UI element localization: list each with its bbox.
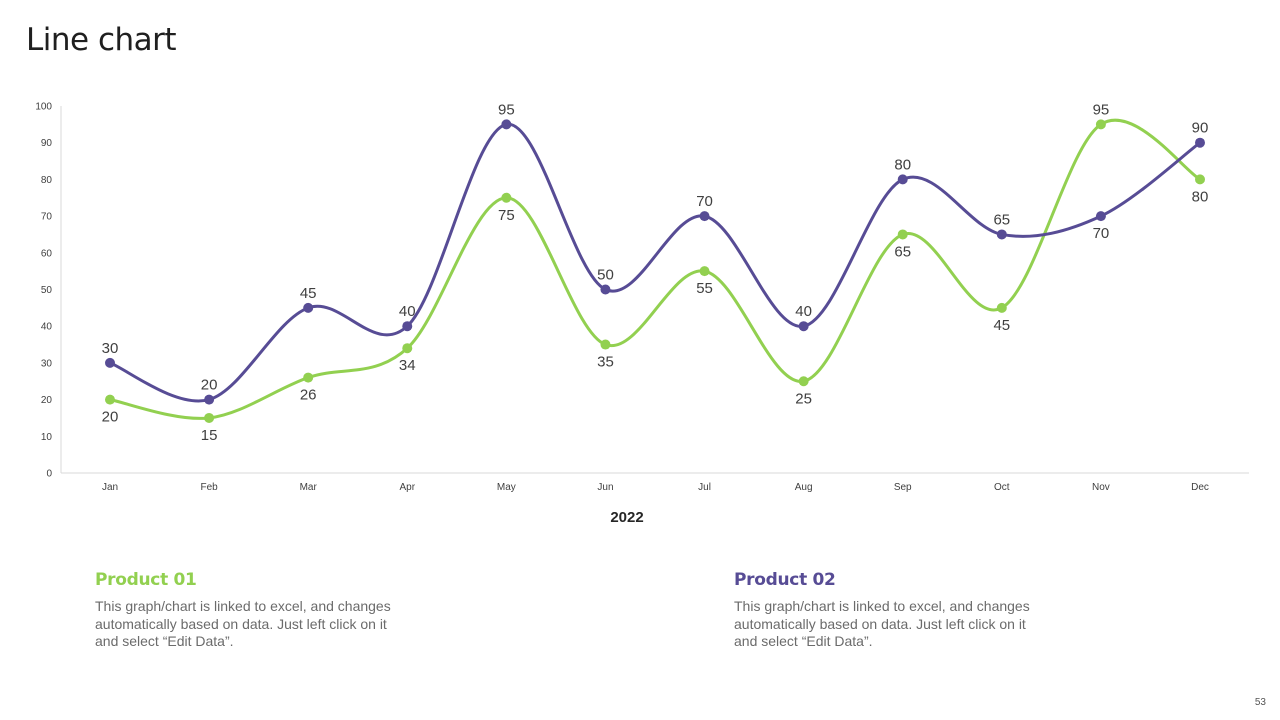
y-tick-label: 80 [41,175,53,186]
x-tick-label: Dec [1191,482,1209,493]
data-point-product-02 [501,119,512,130]
data-point-product-02 [1195,137,1205,148]
data-point-product-01 [699,266,710,277]
data-labels-layer: 20 15 26 34 75 35 55 25 65 45 95 80 30 20 45 40 95 50 70 40… [102,101,1209,444]
x-tick-label: Aug [795,482,813,493]
data-point-product-01 [501,192,512,203]
data-label-product-01: 80 [1192,188,1209,205]
data-point-product-01 [1195,174,1205,185]
data-label-product-01: 20 [102,409,119,426]
data-label-product-02: 70 [696,193,713,210]
y-tick-label: 60 [41,248,53,259]
data-point-product-02 [996,229,1007,240]
data-label-product-01: 65 [894,243,911,260]
data-label-product-02: 30 [102,340,119,357]
data-point-product-02 [303,302,314,313]
product-02-description: This graph/chart is linked to excel, and… [734,598,1030,649]
data-label-product-01: 95 [1093,101,1110,118]
x-tick-label: Nov [1092,482,1110,493]
product-01-title: Product 01 [95,570,197,590]
data-label-product-01: 15 [201,427,218,444]
data-point-product-01 [798,376,809,387]
data-label-product-01: 35 [597,354,614,371]
y-tick-label: 50 [41,285,53,296]
y-tick-label: 30 [41,358,53,369]
data-point-product-01 [105,394,115,405]
x-axis-ticks: Jan Feb Mar Apr May Jun Jul Aug Sep Oct Nov Dec [102,482,1209,493]
data-label-product-02: 95 [498,101,515,118]
product-02-title: Product 02 [734,570,836,590]
data-label-product-02: 80 [894,156,911,173]
y-tick-label: 70 [41,212,53,223]
data-label-product-02: 20 [201,377,218,394]
y-tick-label: 40 [41,322,53,333]
data-point-product-01 [996,302,1007,313]
x-axis-title: 2022 [610,509,643,526]
data-point-product-02 [204,394,215,405]
series-line-product-01 [108,118,1202,420]
x-tick-label: Oct [994,482,1010,493]
page-number: 53 [1254,697,1266,708]
data-point-product-01 [204,412,215,423]
data-label-product-01: 26 [300,387,317,404]
data-label-product-01: 75 [498,207,515,224]
product-02-card: Product 02 This graph/chart is linked to… [734,570,1034,651]
data-point-product-01 [897,229,908,240]
x-tick-label: Sep [894,482,912,493]
x-tick-label: Jul [698,482,711,493]
series-layer [108,118,1202,420]
data-point-product-01 [600,339,611,350]
y-tick-label: 0 [46,469,52,480]
data-point-product-01 [1095,119,1106,130]
x-tick-label: Feb [200,482,218,493]
x-tick-label: Apr [399,482,415,493]
page-title: Line chart [26,22,177,58]
product-01-card: Product 01 This graph/chart is linked to… [95,570,395,651]
y-tick-label: 100 [35,102,52,113]
data-label-product-02: 40 [795,303,812,320]
x-tick-label: Mar [300,482,318,493]
data-label-product-02: 90 [1192,120,1209,137]
line-chart: 0 10 20 30 40 50 60 70 80 90 100 Jan Feb Mar Apr May Ju… [35,101,1249,526]
y-tick-label: 20 [41,395,53,406]
data-label-product-02: 50 [597,267,614,284]
y-tick-label: 90 [41,138,53,149]
data-point-product-02 [600,284,611,295]
data-point-product-01 [303,372,314,383]
data-label-product-02: 70 [1093,225,1110,242]
data-point-product-02 [897,174,908,185]
x-tick-label: May [497,482,516,493]
product-01-description: This graph/chart is linked to excel, and… [95,598,391,649]
data-point-product-02 [105,357,115,368]
data-label-product-01: 34 [399,357,416,374]
series-line-product-02 [108,122,1202,403]
data-point-product-02 [699,211,710,222]
x-tick-label: Jun [597,482,613,493]
y-tick-label: 10 [41,432,53,443]
points-layer [105,119,1205,423]
data-point-product-02 [402,321,413,332]
data-point-product-01 [402,343,413,354]
data-label-product-01: 45 [993,317,1010,334]
data-point-product-02 [1095,211,1106,222]
data-point-product-02 [798,321,809,332]
data-label-product-02: 45 [300,285,317,302]
y-axis-ticks: 0 10 20 30 40 50 60 70 80 90 100 [35,102,52,480]
data-label-product-01: 25 [795,390,812,407]
data-label-product-02: 65 [993,211,1010,228]
data-label-product-01: 55 [696,280,713,297]
x-tick-label: Jan [102,482,118,493]
data-label-product-02: 40 [399,303,416,320]
